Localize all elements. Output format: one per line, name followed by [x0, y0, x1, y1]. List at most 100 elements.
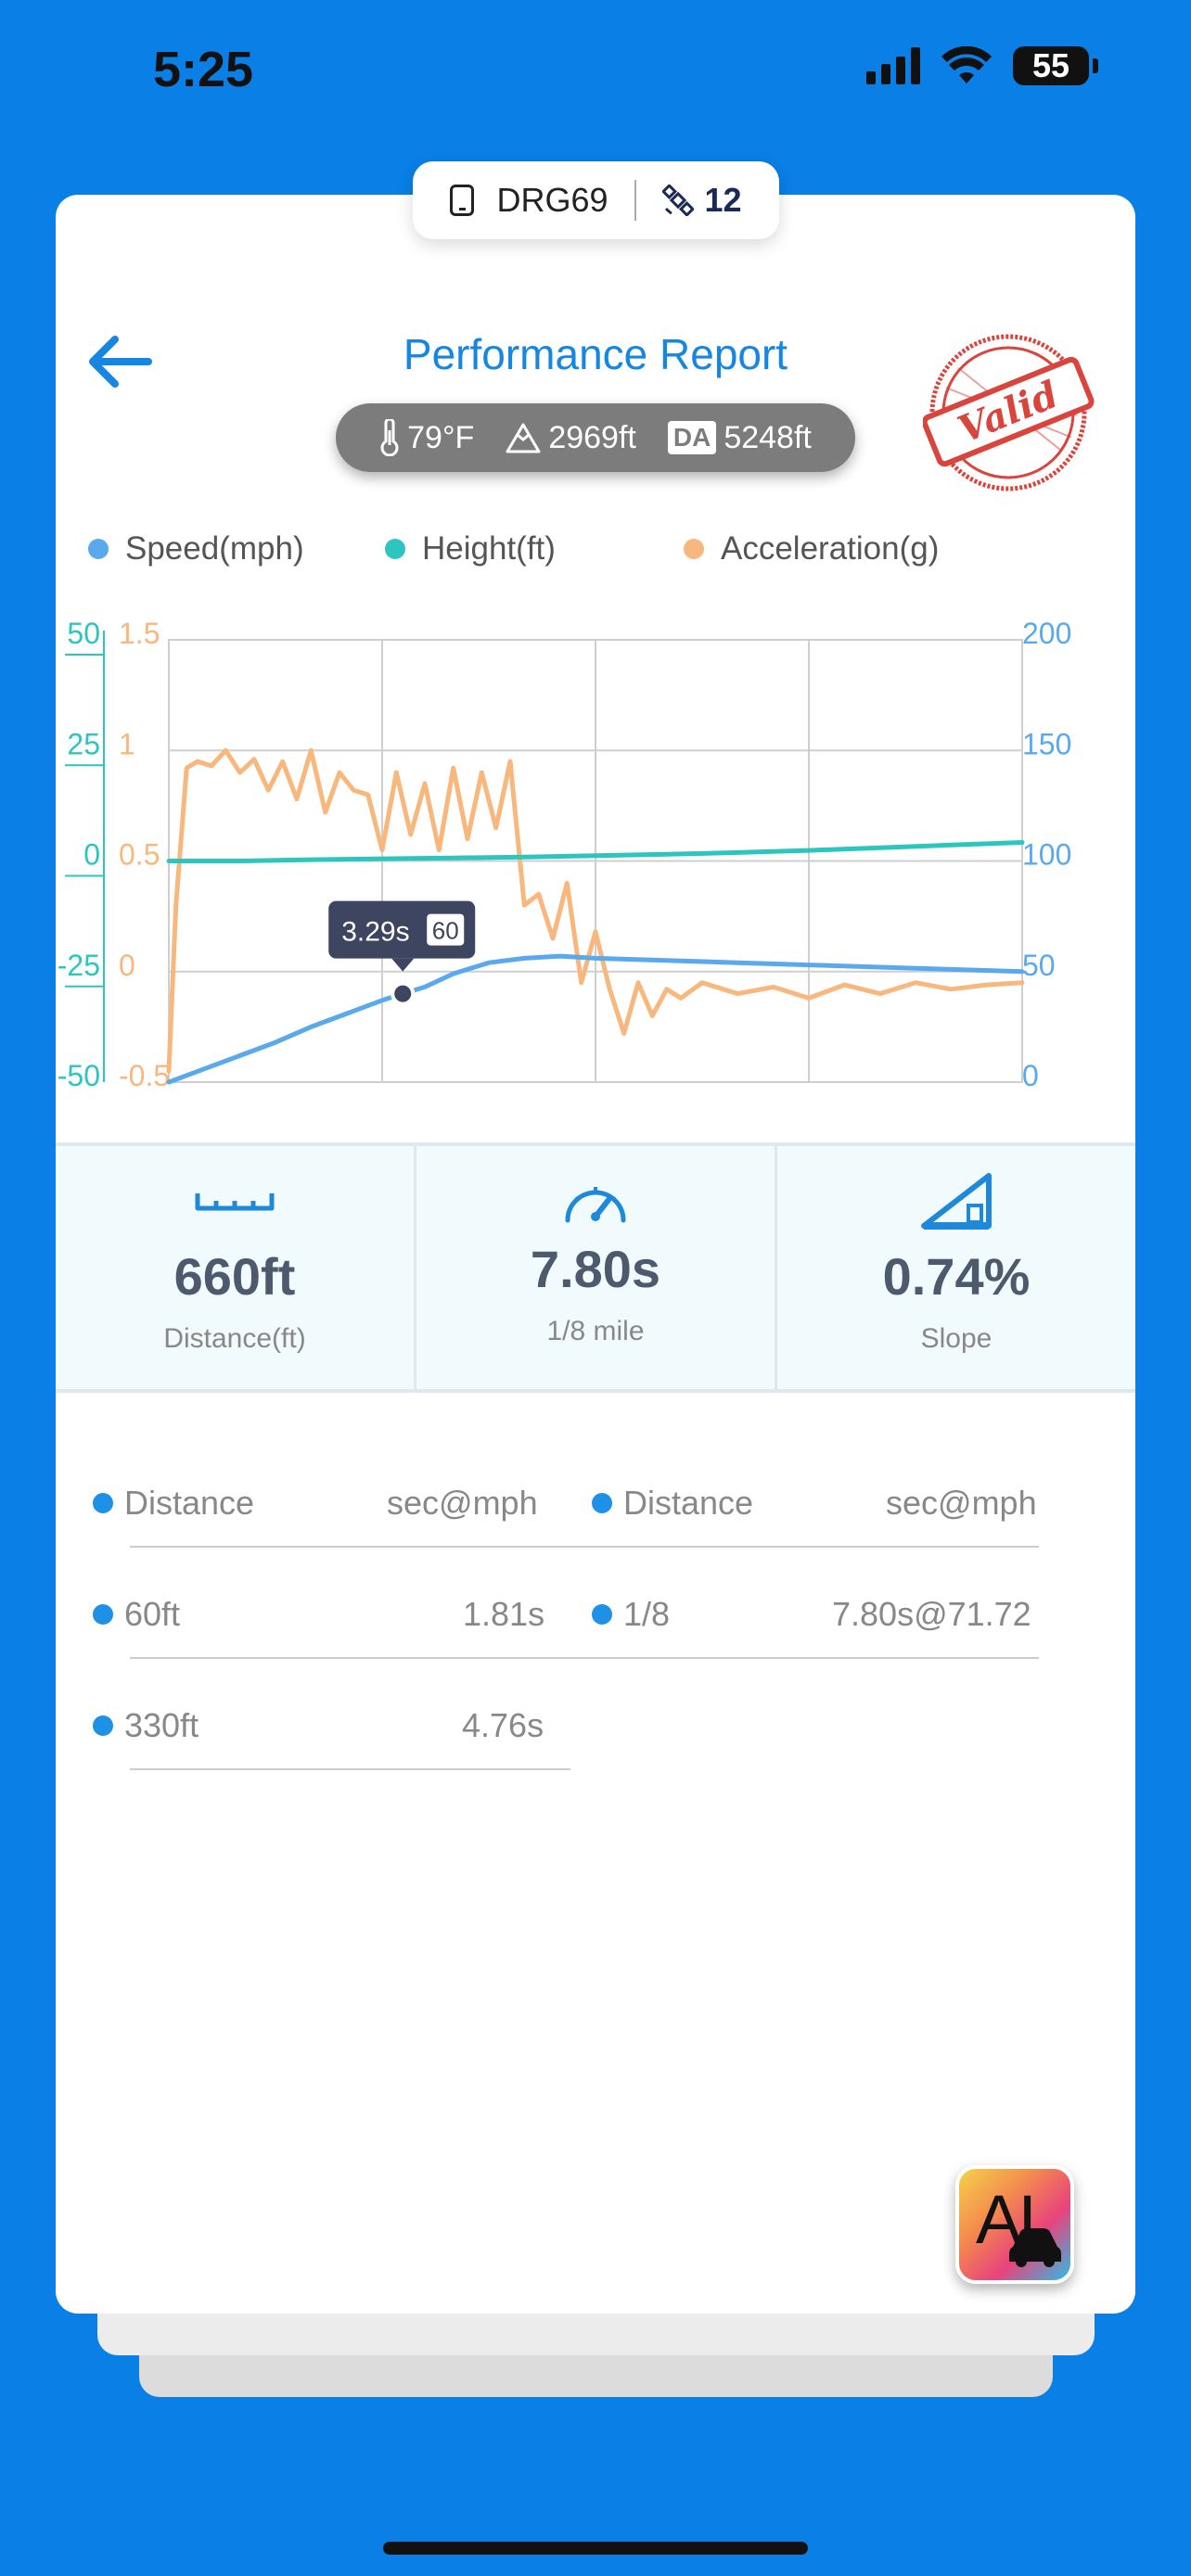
tooltip-speed: 60 — [432, 917, 459, 945]
tick-label-speed: 200 — [1022, 617, 1071, 650]
stat-slope: 0.74% Slope — [777, 1146, 1135, 1389]
stat-label-distance: Distance(ft) — [163, 1323, 306, 1354]
stat-value-distance: 660ft — [173, 1247, 296, 1306]
split-time: 4.76s — [462, 1706, 544, 1745]
header-label: sec@mph — [886, 1484, 1037, 1522]
thermometer-icon — [380, 419, 399, 456]
temperature-value: 79°F — [407, 419, 475, 455]
legend-item-height[interactable]: Height(ft) — [385, 530, 684, 567]
stat-eighth-mile: 7.80s 1/8 mile — [416, 1146, 777, 1389]
speedometer-icon — [565, 1187, 626, 1223]
device-name: DRG69 — [496, 181, 608, 219]
tick-label-speed: 50 — [1022, 949, 1056, 982]
performance-chart[interactable]: 50 25 0 -25 -50 1.5 1 0.5 0 -0.5 200 150 100 50 0 3.29s… — [0, 593, 1191, 1094]
tooltip-point — [391, 981, 416, 1006]
pill-divider — [634, 180, 636, 221]
split-time: 7.80s@71.72 — [832, 1595, 1031, 1634]
legend-dot-acceleration — [684, 539, 704, 559]
split-time-value: 1.81s — [463, 1595, 545, 1633]
stat-label-time: 1/8 mile — [546, 1316, 645, 1346]
header-time-right: sec@mph — [886, 1484, 1037, 1523]
bullet-icon — [592, 1493, 612, 1513]
battery-icon: 55 — [1013, 46, 1089, 85]
table-row: 330ft 4.76s — [88, 1692, 1081, 1804]
legend-label-height: Height(ft) — [422, 530, 556, 567]
tick-label-speed: 150 — [1022, 727, 1071, 760]
legend-label-speed: Speed(mph) — [125, 530, 304, 567]
legend-label-acceleration: Acceleration(g) — [721, 530, 940, 567]
battery-level: 55 — [1031, 46, 1070, 84]
status-icons: 55 — [866, 46, 1098, 85]
header-label: Distance — [623, 1484, 754, 1522]
row-divider — [130, 1768, 570, 1770]
tick-label-acceleration: 1.5 — [119, 617, 160, 650]
device-icon — [450, 185, 475, 216]
tick-label-acceleration: 0 — [119, 949, 135, 982]
car-icon — [1009, 2228, 1061, 2267]
split-distance-value: 60ft — [124, 1595, 181, 1633]
bullet-icon — [592, 1604, 612, 1625]
tick-label-speed: 0 — [1022, 1059, 1039, 1092]
stats-panel: 660ft Distance(ft) 7.80s 1/8 mile 0.74% … — [56, 1142, 1135, 1393]
stat-label-slope: Slope — [920, 1323, 992, 1354]
tick-label-height: 25 — [67, 727, 100, 760]
bullet-icon — [93, 1715, 113, 1736]
mountain-icon — [506, 423, 541, 453]
split-distance-value: 330ft — [124, 1706, 199, 1744]
valid-stamp-icon: Valid — [923, 334, 1095, 491]
header-time-left: sec@mph — [387, 1484, 538, 1523]
altitude-value: 2969ft — [548, 419, 636, 455]
page-title: Performance Report — [403, 330, 788, 378]
split-time: 1.81s — [463, 1595, 544, 1634]
battery-tip — [1093, 58, 1098, 73]
tick-label-height: -50 — [58, 1059, 100, 1092]
da-label: DA — [667, 421, 717, 454]
stat-value-slope: 0.74% — [882, 1247, 1031, 1306]
row-divider — [130, 1546, 1039, 1548]
tick-label-acceleration: 1 — [119, 727, 135, 760]
split-time-value: 7.80s@71.72 — [832, 1595, 1031, 1633]
table-row: 60ft 1.81s 1/8 7.80s@71.72 — [88, 1581, 1081, 1692]
tick-label-height: 50 — [67, 617, 100, 650]
header-distance-left: Distance — [93, 1484, 254, 1523]
height-series-line — [166, 840, 1025, 863]
tick-label-height: -25 — [58, 949, 100, 982]
tick-label-speed: 100 — [1022, 838, 1071, 872]
altitude-item: 2969ft — [506, 420, 636, 456]
density-altitude-item: DA 5248ft — [667, 420, 812, 456]
bullet-icon — [93, 1493, 113, 1513]
conditions-pill: 79°F 2969ft DA 5248ft — [336, 403, 855, 472]
stat-distance: 660ft Distance(ft) — [56, 1146, 416, 1389]
ai-assistant-button[interactable]: AI — [955, 2165, 1074, 2284]
legend-dot-speed — [88, 539, 109, 559]
back-arrow-icon[interactable] — [82, 325, 156, 399]
legend-dot-height — [385, 539, 405, 559]
home-indicator — [383, 2542, 808, 2555]
status-time: 5:25 — [153, 42, 254, 97]
split-time-value: 4.76s — [462, 1706, 544, 1744]
speed-series-line — [166, 953, 1025, 1085]
slope-icon — [921, 1173, 992, 1230]
tick-label-acceleration: 0.5 — [119, 838, 160, 872]
satellite-count: 12 — [704, 181, 742, 219]
split-distance: 1/8 — [592, 1595, 670, 1634]
header-label: sec@mph — [387, 1484, 538, 1522]
device-pill[interactable]: DRG69 12 — [413, 161, 779, 239]
cellular-signal-icon — [866, 47, 920, 84]
wifi-icon — [941, 46, 992, 83]
satellite-icon — [661, 185, 694, 216]
bullet-icon — [93, 1604, 113, 1625]
header-label: Distance — [124, 1484, 255, 1522]
ruler-icon — [195, 1193, 275, 1211]
tooltip-pointer — [391, 958, 415, 972]
tick-label-acceleration: -0.5 — [119, 1059, 170, 1092]
legend-item-speed[interactable]: Speed(mph) — [88, 530, 385, 567]
legend-item-acceleration[interactable]: Acceleration(g) — [684, 530, 939, 567]
split-distance: 330ft — [93, 1706, 198, 1745]
header-distance-right: Distance — [592, 1484, 753, 1523]
stat-value-time: 7.80s — [530, 1240, 661, 1298]
temperature-item: 79°F — [379, 419, 474, 456]
row-divider — [130, 1657, 1039, 1659]
splits-header-row: Distance sec@mph Distance sec@mph — [88, 1470, 1081, 1581]
tooltip-time: 3.29s — [341, 917, 409, 948]
